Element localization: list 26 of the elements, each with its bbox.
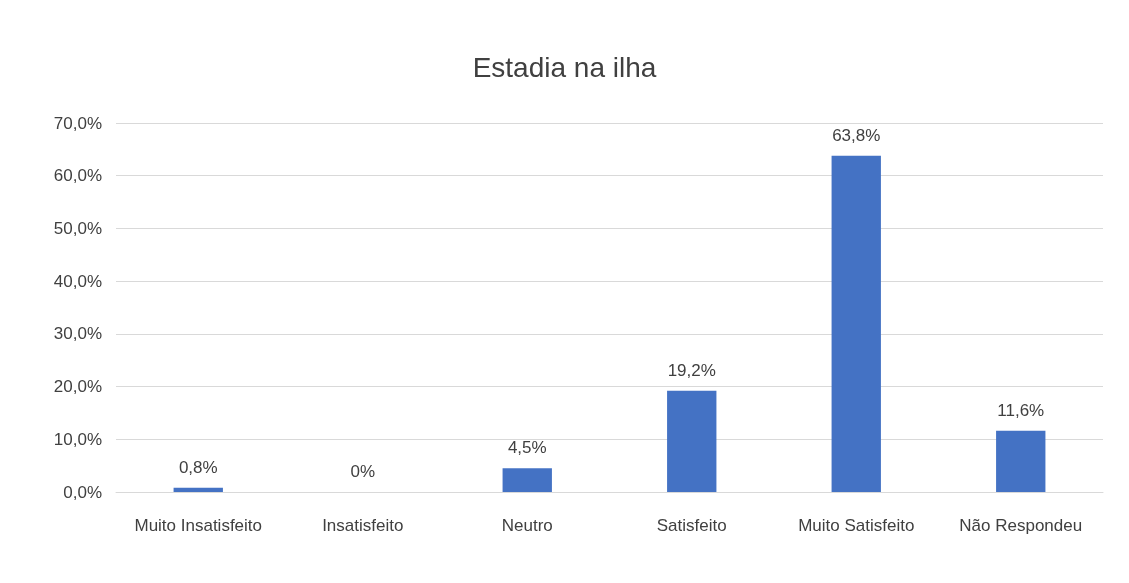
data-label: 19,2%	[667, 360, 716, 380]
y-tick-label: 50,0%	[53, 218, 102, 238]
bar	[996, 430, 1046, 492]
y-tick-label: 10,0%	[53, 429, 102, 449]
y-tick-label: 20,0%	[53, 377, 102, 397]
x-tick-label: Insatisfeito	[322, 515, 404, 535]
bar	[502, 468, 552, 492]
y-tick-label: 30,0%	[53, 324, 102, 344]
y-tick-label: 40,0%	[53, 271, 102, 291]
data-label: 11,6%	[997, 400, 1045, 420]
x-tick-label: Satisfeito	[656, 515, 727, 535]
bar	[173, 487, 223, 492]
data-label: 0,8%	[178, 457, 218, 477]
x-tick-label: Muito Insatisfeito	[134, 515, 263, 535]
bar	[831, 155, 881, 492]
y-tick-label: 60,0%	[53, 166, 102, 186]
bar	[667, 390, 717, 492]
data-label: 4,5%	[507, 438, 547, 458]
x-tick-label: Não Respondeu	[959, 515, 1083, 535]
chart-title: Estadia na ilha	[472, 51, 657, 83]
x-tick-label: Neutro	[501, 515, 553, 535]
y-tick-label: 0,0%	[63, 482, 102, 502]
data-label: 63,8%	[832, 125, 881, 145]
x-tick-label: Muito Satisfeito	[798, 515, 915, 535]
data-label: 0%	[350, 462, 376, 481]
y-tick-label: 70,0%	[53, 113, 102, 133]
